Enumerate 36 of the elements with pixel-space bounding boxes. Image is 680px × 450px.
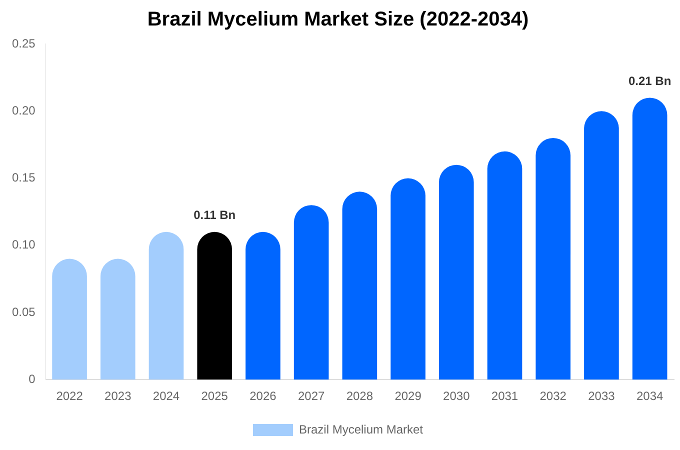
data-label: 0.11 Bn <box>194 208 236 222</box>
bar <box>536 138 571 380</box>
bar <box>197 232 232 380</box>
bar <box>584 111 619 380</box>
bar <box>148 232 184 380</box>
y-tick-label: 0 <box>28 372 36 386</box>
bar <box>390 178 426 380</box>
y-tick-label: 0.05 <box>12 304 36 319</box>
x-tick-label: 2023 <box>104 389 132 404</box>
x-tick-label: 2032 <box>540 389 567 404</box>
y-tick-label: 0.15 <box>12 170 36 185</box>
x-tick-label: 2034 <box>636 389 664 404</box>
y-tick-label: 0.10 <box>12 238 36 252</box>
bar <box>100 258 136 380</box>
bar <box>52 258 87 380</box>
x-tick-label: 2026 <box>250 389 277 404</box>
x-tick-label: 2024 <box>152 389 180 404</box>
chart-title: Brazil Mycelium Market Size (2022-2034) <box>147 8 529 31</box>
x-tick-label: 2031 <box>491 389 518 404</box>
x-tick-label: 2022 <box>56 389 84 404</box>
x-tick-label: 2028 <box>346 389 374 404</box>
y-tick-label: 0.25 <box>12 36 36 50</box>
x-tick-label: 2030 <box>443 389 470 404</box>
bar <box>342 192 378 380</box>
bar <box>294 205 329 380</box>
data-label: 0.21 Bn <box>628 74 672 88</box>
x-tick-label: 2027 <box>298 389 325 404</box>
x-tick-label: 2033 <box>588 389 616 404</box>
bar <box>438 164 474 380</box>
bar <box>632 98 668 380</box>
bar <box>487 151 522 380</box>
x-tick-label: 2025 <box>201 389 228 404</box>
bar <box>246 232 280 380</box>
y-tick-label: 0.20 <box>12 103 36 118</box>
x-tick-label: 2029 <box>394 389 422 404</box>
legend-label: Brazil Mycelium Market <box>298 422 424 436</box>
